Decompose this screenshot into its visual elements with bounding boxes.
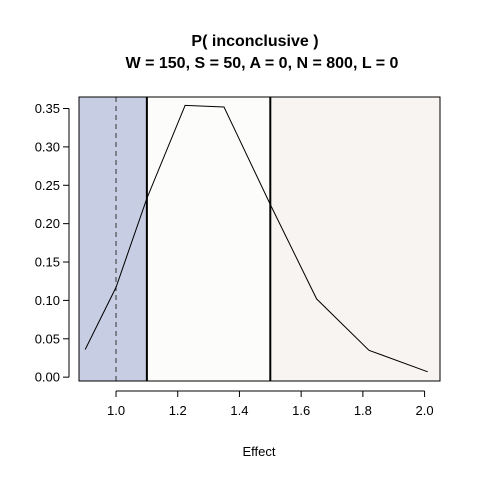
y-tick-label: 0.00 [35, 370, 60, 385]
x-tick-label: 1.6 [292, 403, 310, 418]
threshold-lines [115, 97, 272, 381]
y-tick-label: 0.25 [35, 178, 60, 193]
y-tick-label: 0.10 [35, 293, 60, 308]
x-tick-label: 1.4 [230, 403, 248, 418]
region-2 [270, 97, 440, 381]
y-tick-label: 0.20 [35, 216, 60, 231]
x-axis-label: Effect [242, 444, 275, 459]
chart-subtitle: W = 150, S = 50, A = 0, N = 800, L = 0 [126, 55, 399, 72]
shaded-regions [79, 97, 440, 381]
region-1 [146, 97, 271, 381]
y-tick-label: 0.35 [35, 101, 60, 116]
x-tick-label: 2.0 [416, 403, 434, 418]
x-axis: 1.0 1.2 1.4 1.6 1.8 2.0 [107, 390, 434, 418]
x-tick-label: 1.0 [107, 403, 125, 418]
y-tick-label: 0.15 [35, 255, 60, 270]
y-tick-label: 0.05 [35, 331, 60, 346]
chart-title: P( inconclusive ) [191, 33, 318, 50]
y-tick-label: 0.30 [35, 139, 60, 154]
y-axis: 0.00 0.05 0.10 0.15 0.20 0.25 0.30 0.35 [35, 101, 70, 385]
x-tick-label: 1.8 [354, 403, 372, 418]
series-layer [84, 104, 428, 373]
x-tick-label: 1.2 [169, 403, 187, 418]
region-0 [79, 97, 147, 381]
plot-frame [78, 96, 441, 382]
series-line-0 [84, 104, 428, 373]
